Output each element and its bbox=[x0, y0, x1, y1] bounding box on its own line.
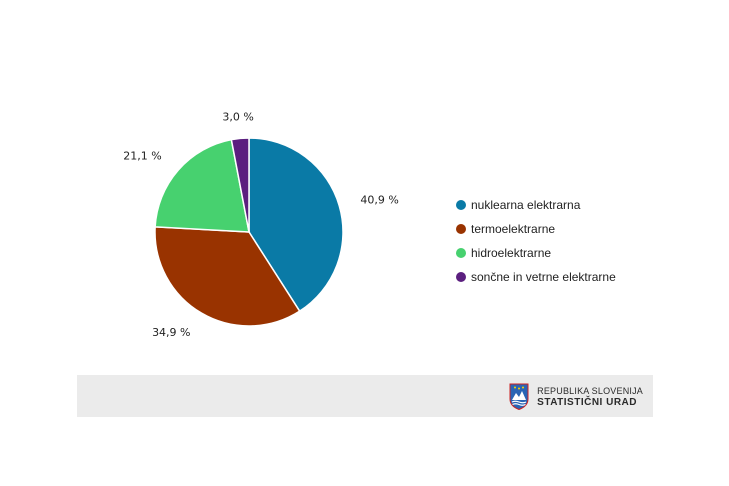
legend-swatch bbox=[456, 248, 466, 258]
chart-legend: nuklearna elektrarna termoelektrarne hid… bbox=[456, 193, 676, 289]
data-label: 21,1 % bbox=[123, 150, 161, 163]
pie-slices bbox=[154, 137, 344, 327]
data-label: 40,9 % bbox=[360, 193, 398, 206]
legend-swatch bbox=[456, 200, 466, 210]
slice-hidroelektrarne[interactable] bbox=[154, 138, 250, 233]
footer-bar: REPUBLIKA SLOVENIJA STATISTIČNI URAD bbox=[77, 375, 653, 417]
legend-item-termoelektrarne[interactable]: termoelektrarne bbox=[456, 217, 676, 241]
slice-termoelektrarne[interactable] bbox=[154, 226, 301, 327]
legend-label: hidroelektrarne bbox=[471, 246, 552, 260]
legend-item-hidroelektrarne[interactable]: hidroelektrarne bbox=[456, 241, 676, 265]
logo-text: REPUBLIKA SLOVENIJA STATISTIČNI URAD bbox=[537, 385, 643, 409]
slovenia-coat-of-arms-icon bbox=[509, 383, 529, 410]
data-label: 34,9 % bbox=[152, 326, 190, 339]
legend-item-soncne-vetrne[interactable]: sončne in vetrne elektrarne bbox=[456, 265, 676, 289]
legend-swatch bbox=[456, 224, 466, 234]
slice-soncne-vetrne[interactable] bbox=[230, 137, 250, 233]
statisticni-urad-logo[interactable]: REPUBLIKA SLOVENIJA STATISTIČNI URAD bbox=[509, 383, 643, 410]
legend-item-nuklearna[interactable]: nuklearna elektrarna bbox=[456, 193, 676, 217]
data-label: 3,0 % bbox=[222, 111, 253, 124]
legend-label: nuklearna elektrarna bbox=[471, 198, 581, 212]
legend-swatch bbox=[456, 272, 466, 282]
logo-line-republika: REPUBLIKA SLOVENIJA bbox=[537, 385, 643, 396]
pie-data-labels: 40,9 % 34,9 % 21,1 % 3,0 % bbox=[123, 111, 399, 340]
legend-label: termoelektrarne bbox=[471, 222, 556, 236]
logo-line-statisticni-urad: STATISTIČNI URAD bbox=[537, 396, 638, 408]
legend-label: sončne in vetrne elektrarne bbox=[471, 270, 616, 284]
